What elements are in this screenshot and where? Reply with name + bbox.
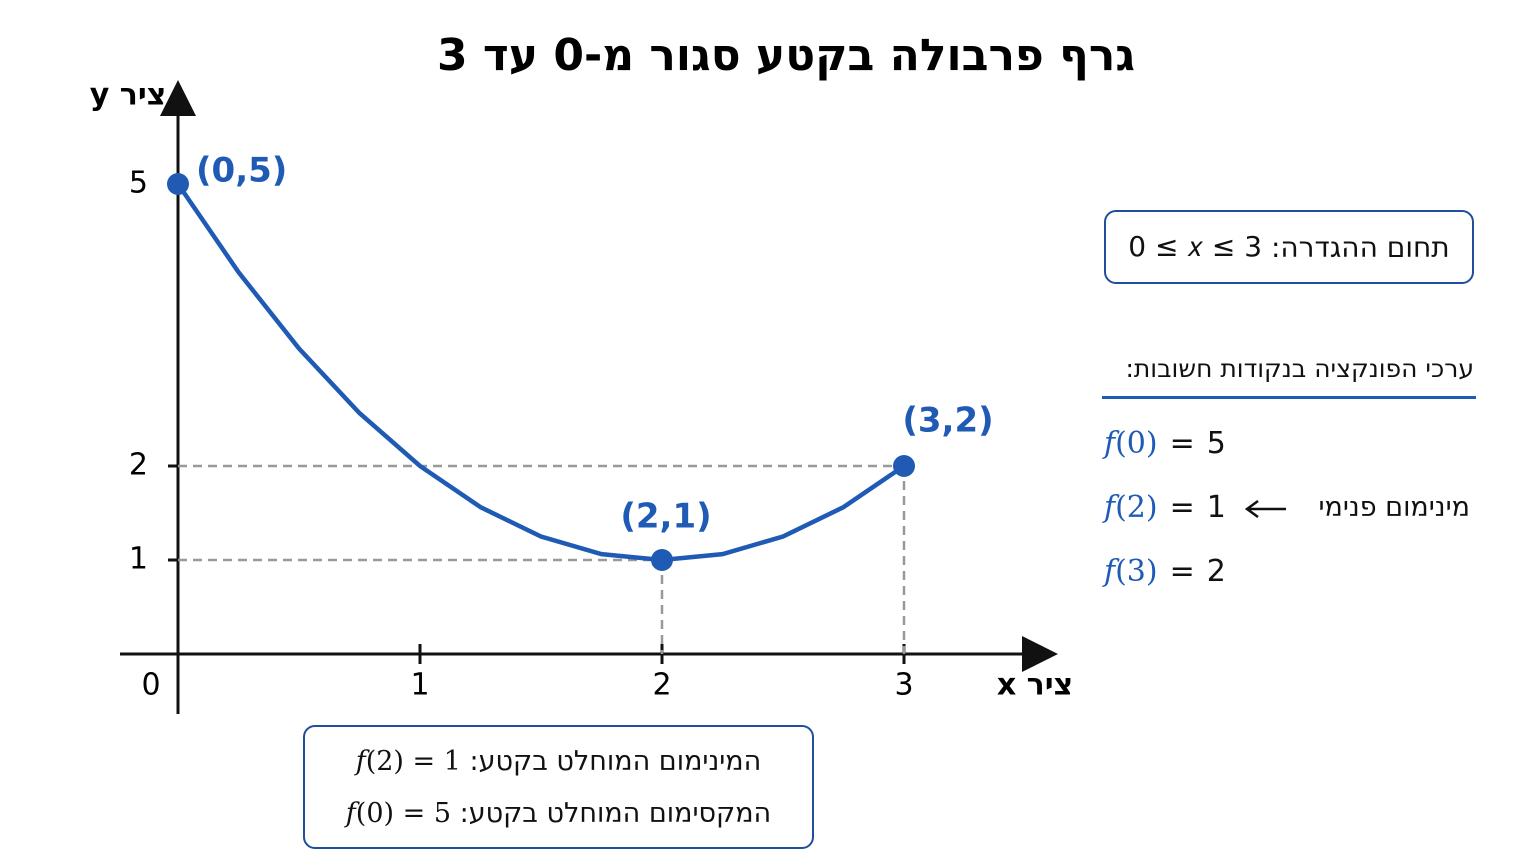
point (167, 173, 189, 195)
x-tick-label: 1 (410, 668, 429, 703)
chart-title: גרף פרבולה בקטע סגור מ-0 עד 3 (437, 30, 1135, 81)
equals-sign: = (1169, 554, 1195, 589)
equals-sign: = (1169, 426, 1195, 461)
value-row: 𝑓(3) = 2 (1104, 554, 1226, 589)
note: מינימום פנימי (1318, 492, 1470, 523)
function-expr: 𝑓(0) (1104, 426, 1158, 461)
summary-row: המינימום המוחלט בקטע: 𝑓(2) = 1 (305, 739, 812, 791)
summary-formula: 𝑓(0) = 5 (345, 798, 452, 829)
summary-row: המקסימום המוחלט בקטע: 𝑓(0) = 5 (305, 791, 812, 843)
function-value: 2 (1206, 554, 1226, 589)
equals-sign: = (1169, 490, 1195, 525)
domain-box: תחום ההגדרה: 0 ≤ 𝑥 ≤ 3 (1104, 210, 1474, 284)
function-expr: 𝑓(3) (1104, 554, 1158, 589)
summary-box: המינימום המוחלט בקטע: 𝑓(2) = 1 המקסימום ה… (303, 725, 814, 849)
y-tick-label: 1 (129, 542, 148, 577)
heading-underline (1102, 396, 1476, 399)
curve (176, 182, 906, 563)
point-label: (0,5) (196, 151, 287, 191)
note-arrow (1244, 499, 1286, 519)
y-tick-label: 2 (129, 448, 148, 483)
x-tick-label: 3 (894, 668, 913, 703)
function-value: 5 (1206, 426, 1226, 461)
value-row: 𝑓(0) = 5 (1104, 426, 1226, 461)
point (893, 455, 915, 477)
summary-label: המקסימום המוחלט בקטע: (459, 798, 772, 829)
y-axis-label: ציר y (90, 78, 167, 113)
value-row: 𝑓(2) = 1 (1104, 490, 1226, 525)
function-expr: 𝑓(2) (1104, 490, 1158, 525)
domain-expr: 0 ≤ 𝑥 ≤ 3 (1128, 230, 1263, 263)
x-tick-label: 2 (652, 668, 671, 703)
domain-label: תחום ההגדרה: (1270, 230, 1450, 264)
point-label: (3,2) (902, 401, 993, 441)
x-tick-label: 0 (141, 668, 160, 703)
y-tick-label: 5 (129, 166, 148, 201)
summary-formula: 𝑓(2) = 1 (355, 746, 461, 777)
point (651, 549, 673, 571)
x-axis-label: ציר x (997, 668, 1073, 703)
values-heading: ערכי הפונקציה בנקודות חשובות: (1125, 354, 1474, 383)
function-value: 1 (1206, 490, 1226, 525)
summary-label: המינימום המוחלט בקטע: (469, 746, 762, 777)
point-label: (2,1) (620, 497, 711, 537)
